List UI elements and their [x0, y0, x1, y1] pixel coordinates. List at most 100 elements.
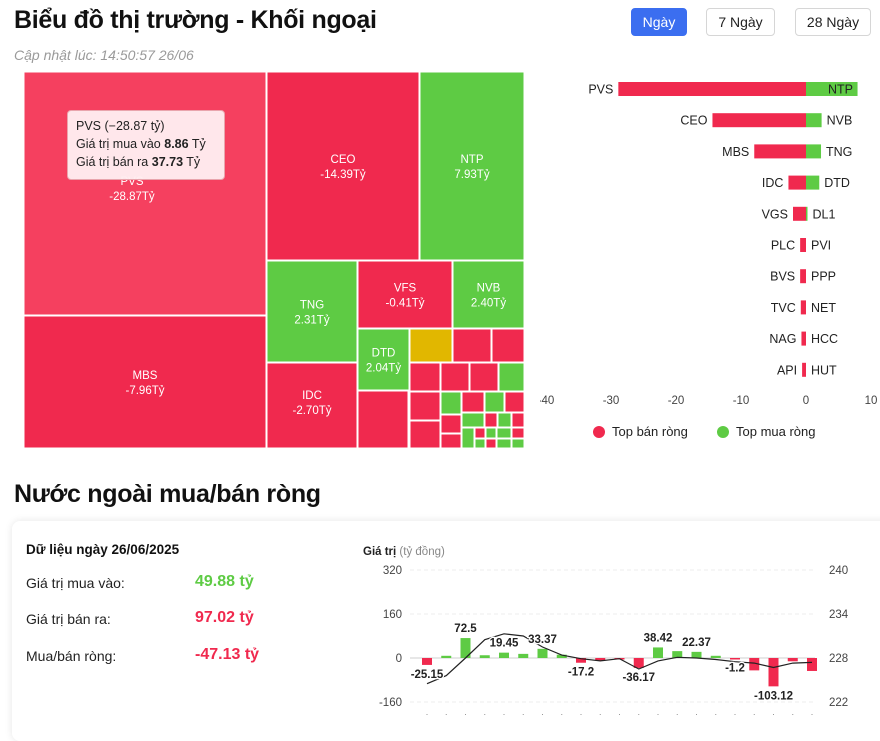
net-bar[interactable] [691, 651, 702, 658]
bar-data-label: 22.37 [682, 637, 711, 649]
treemap-cell-dtd[interactable] [357, 328, 410, 391]
net-bar[interactable] [749, 658, 760, 671]
treemap-cell-small[interactable] [409, 420, 441, 448]
treemap-cell-small[interactable] [409, 391, 441, 421]
tab-7-days[interactable]: 7 Ngày [706, 8, 775, 36]
bar-label-buy-tng: TNG [826, 145, 852, 159]
treemap-cell-mbs[interactable] [24, 315, 267, 448]
treemap-cell-small[interactable] [497, 412, 512, 428]
treemap-cell-small[interactable] [511, 427, 524, 439]
legend-sell[interactable]: Top bán ròng [593, 424, 688, 439]
treemap-cell-small[interactable] [357, 390, 409, 448]
treemap-value-ntp: 7.93Tỷ [454, 169, 489, 181]
treemap-name-mbs: MBS [133, 370, 158, 382]
net-bar[interactable] [422, 658, 432, 665]
net-bar[interactable] [730, 658, 740, 660]
treemap-cell-small[interactable] [440, 433, 462, 448]
buy-value: 49.88 tỷ [195, 573, 254, 590]
bar-sell-plc[interactable] [800, 238, 806, 252]
treemap-cell-small[interactable] [461, 412, 485, 428]
treemap-cell-small[interactable] [484, 391, 505, 413]
treemap-cell-small[interactable] [409, 328, 453, 363]
treemap-cell-nvb[interactable] [452, 260, 524, 329]
bar-sell-nag[interactable] [801, 331, 806, 346]
bar-buy-dtd[interactable] [806, 175, 820, 190]
bar-sell-api[interactable] [802, 362, 806, 377]
treemap-cell-small[interactable] [440, 391, 462, 415]
net-bar[interactable] [595, 658, 606, 661]
treemap-cell-small[interactable] [469, 362, 499, 392]
bar-sell-mbs[interactable] [754, 144, 806, 159]
treemap-cell-small[interactable] [485, 427, 497, 439]
treemap-cell-small[interactable] [440, 362, 470, 392]
net-flow-combo-chart: Giá trị (tỷ đồng) 320 160 0 -160 240 234 228 222… [363, 546, 849, 715]
bar-buy-tng[interactable] [806, 144, 822, 159]
tab-28-days[interactable]: 28 Ngày [795, 8, 871, 36]
treemap-cell-small[interactable] [484, 412, 498, 428]
section-title: Nước ngoài mua/bán ròng [14, 480, 321, 508]
net-bar[interactable] [556, 654, 567, 658]
tooltip-sell-value: 37.73 [151, 155, 184, 169]
legend-buy[interactable]: Top mua ròng [717, 424, 816, 439]
treemap-value-mbs: -7.96Tỷ [126, 385, 165, 397]
bar-buy-dl1[interactable] [806, 206, 808, 221]
bar-label-sell-api: API [777, 363, 797, 377]
bar-sell-tvc[interactable] [800, 300, 806, 315]
net-bar[interactable] [633, 658, 644, 668]
treemap-cell-small[interactable] [498, 362, 524, 392]
net-bar[interactable] [460, 638, 471, 658]
net-bar[interactable] [537, 648, 548, 658]
treemap-cell-small[interactable] [409, 362, 441, 392]
bar-sell-bvs[interactable] [800, 269, 806, 284]
treemap-cell-small[interactable] [452, 328, 492, 363]
treemap-cell-ceo[interactable] [266, 72, 420, 261]
bar-buy-nvb[interactable] [806, 113, 822, 128]
treemap-cell-vfs[interactable] [357, 260, 453, 329]
treemap-cell-small[interactable] [485, 438, 497, 448]
treemap-cell-idc[interactable] [266, 362, 358, 448]
y-tick-label: 160 [383, 609, 402, 621]
tooltip-buy-row: Giá trị mua vào 8.86 Tỷ [76, 137, 206, 151]
bar-data-label: 38.42 [644, 632, 673, 644]
treemap-cell-tng[interactable] [266, 260, 358, 363]
net-bar[interactable] [710, 655, 721, 658]
net-bar[interactable] [653, 647, 663, 658]
treemap-value-pvs: -28.87Tỷ [109, 191, 155, 203]
net-bar[interactable] [576, 658, 586, 663]
treemap-cell-small[interactable] [496, 438, 512, 448]
net-bar[interactable] [787, 658, 798, 662]
treemap-cell-small[interactable] [504, 391, 524, 413]
bar-label-sell-vgs: VGS [762, 207, 788, 221]
bar-sell-vgs[interactable] [793, 206, 806, 221]
treemap-cell-small[interactable] [440, 414, 462, 434]
y-axis-title: Giá trị (tỷ đồng) [363, 546, 445, 558]
net-bar[interactable] [441, 655, 452, 658]
bar-label-buy-ntp: NTP [828, 83, 853, 97]
treemap-cell-small[interactable] [474, 438, 486, 448]
treemap-cell-small[interactable] [511, 438, 524, 448]
treemap-cell-ntp[interactable] [419, 72, 524, 261]
bar-buy-ntp[interactable] [806, 82, 858, 96]
treemap-cell-small[interactable] [461, 427, 475, 448]
treemap-cell-small[interactable] [491, 328, 524, 363]
treemap-cell-small[interactable] [496, 427, 512, 439]
bar-label-sell-plc: PLC [771, 239, 795, 253]
treemap-cell-small[interactable] [461, 391, 485, 413]
legend-sell-label: Top bán ròng [612, 424, 688, 439]
net-bar[interactable] [518, 653, 529, 658]
bar-sell-ceo[interactable] [712, 113, 806, 128]
last-updated: Cập nhật lúc: 14:50:57 26/06 [14, 47, 194, 63]
tab-day[interactable]: Ngày [631, 8, 687, 36]
net-bar[interactable] [499, 652, 509, 658]
net-bar[interactable] [479, 655, 490, 658]
net-bar[interactable] [807, 658, 817, 671]
treemap-cell-small[interactable] [474, 427, 486, 439]
treemap-cell-small[interactable] [511, 412, 524, 428]
treemap-name-nvb: NVB [477, 283, 501, 295]
net-bar[interactable] [768, 658, 779, 687]
bar-sell-idc[interactable] [788, 175, 806, 190]
treemap-value-nvb: 2.40Tỷ [471, 298, 506, 310]
bar-sell-pvs[interactable] [618, 82, 806, 96]
net-bar[interactable] [672, 651, 683, 658]
net-value-label: Mua/bán ròng: [26, 648, 117, 664]
